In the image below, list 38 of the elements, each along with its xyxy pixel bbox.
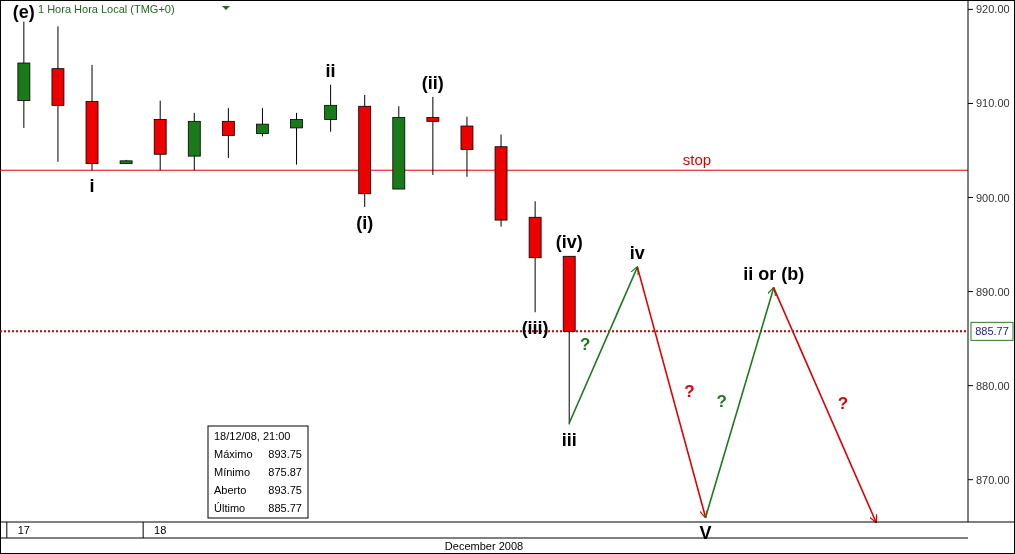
y-tick-label: 910.00 xyxy=(976,97,1010,110)
annotation: (iii) xyxy=(521,318,549,339)
ref-line-label: 885.77 xyxy=(975,325,1009,338)
ref-line-label: stop xyxy=(682,151,712,169)
series-label: ? xyxy=(580,334,591,354)
series-label: ? xyxy=(837,394,849,414)
annotation: i xyxy=(89,176,95,197)
x-tick-label: 18 xyxy=(154,524,167,536)
candlestick xyxy=(460,116,474,178)
text: Máximo 893.75 xyxy=(214,448,302,460)
series-label: ? xyxy=(684,381,695,401)
y-tick-label: 880.00 xyxy=(976,379,1010,392)
annotation: ii or (b) xyxy=(743,263,805,284)
y-tick-label: 890.00 xyxy=(976,285,1010,298)
chart-title: 1 Hora Hora Local (TMG+0) xyxy=(38,3,175,15)
annotation: (i) xyxy=(356,212,374,233)
y-tick-label: 920.00 xyxy=(976,3,1010,16)
y-tick-label: 870.00 xyxy=(976,473,1010,486)
annotation: iv xyxy=(629,243,645,264)
y-tick-label: 900.00 xyxy=(976,191,1010,204)
candlestick xyxy=(290,112,303,166)
candlestick xyxy=(324,84,338,133)
text: Último 885.77 xyxy=(214,502,302,514)
candlestick xyxy=(256,107,269,137)
series-label: ? xyxy=(716,392,727,412)
x-axis-title: December 2008 xyxy=(444,540,524,552)
candlestick xyxy=(221,107,235,159)
x-tick-label: 17 xyxy=(17,524,30,536)
annotation: V xyxy=(699,523,712,544)
text: Aberto 893.75 xyxy=(214,484,302,496)
annotation: ii xyxy=(325,60,336,81)
annotation: 18/12/08, 21:00 xyxy=(214,430,291,442)
annotation: (iv) xyxy=(555,232,583,253)
annotation: (ii) xyxy=(421,72,444,93)
annotation: iii xyxy=(561,430,577,451)
annotation: (e) xyxy=(12,2,35,22)
candlestick xyxy=(426,96,440,176)
text: Mínimo 875.87 xyxy=(214,466,302,478)
